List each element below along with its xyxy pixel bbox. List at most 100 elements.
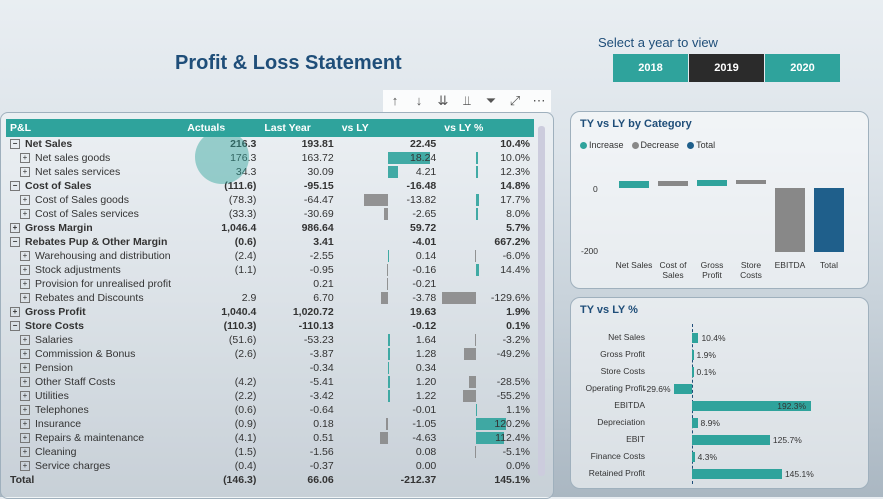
expand-icon[interactable]: + <box>20 377 30 388</box>
expand-icon[interactable]: + <box>20 363 30 374</box>
col-header-actuals[interactable]: Actuals <box>183 119 261 137</box>
expand-icon[interactable]: + <box>20 447 30 458</box>
table-row[interactable]: + Salaries (51.6) -53.23 1.64 -3.2% <box>6 333 534 347</box>
waterfall-bar[interactable] <box>697 180 727 187</box>
expand-icon[interactable]: + <box>20 265 30 276</box>
waterfall-bar[interactable] <box>658 181 688 187</box>
expand-icon[interactable]: + <box>20 167 30 178</box>
table-row[interactable]: + Gross Margin 1,046.4 986.64 59.72 5.7% <box>6 221 534 235</box>
waterfall-bar[interactable] <box>814 188 844 252</box>
table-row[interactable]: + Telephones (0.6) -0.64 -0.01 1.1% <box>6 403 534 417</box>
expand-icon[interactable]: + <box>20 433 30 444</box>
vs-ly-pct-databar <box>476 264 480 276</box>
expand-icon[interactable]: + <box>20 251 30 262</box>
table-row[interactable]: + Cost of Sales services (33.3) -30.69 -2.65… <box>6 207 534 221</box>
table-scrollbar[interactable] <box>538 126 545 476</box>
expand-icon[interactable]: + <box>20 153 30 164</box>
row-label: Cost of Sales <box>25 180 92 192</box>
expand-icon[interactable]: + <box>20 391 30 402</box>
table-row[interactable]: − Rebates Pup & Other Margin (0.6) 3.41 -4.0… <box>6 235 534 249</box>
pct-bar[interactable] <box>692 418 698 428</box>
table-row[interactable]: + Net sales services 34.3 30.09 4.21 12.3% <box>6 165 534 179</box>
focus-mode-icon[interactable]: ⤢ <box>509 93 521 108</box>
drill-up-icon[interactable]: ↑ <box>391 93 399 108</box>
vs-ly-cell: 0.00 <box>338 459 441 473</box>
expand-icon[interactable]: + <box>20 335 30 346</box>
table-row[interactable]: + Rebates and Discounts 2.9 6.70 -3.78 -129.6… <box>6 291 534 305</box>
table-row[interactable]: + Cost of Sales goods (78.3) -64.47 -13.82 17… <box>6 193 534 207</box>
table-row[interactable]: + Gross Profit 1,040.4 1,020.72 19.63 1.9% <box>6 305 534 319</box>
table-row[interactable]: + Insurance (0.9) 0.18 -1.05 120.2% <box>6 417 534 431</box>
pct-bar[interactable] <box>673 384 692 394</box>
pct-bar[interactable] <box>692 452 695 462</box>
expand-icon[interactable]: + <box>20 279 30 290</box>
table-row[interactable]: + Utilities (2.2) -3.42 1.22 -55.2% <box>6 389 534 403</box>
table-row[interactable]: + Provision for unrealised profit 0.21 -0.2… <box>6 277 534 291</box>
pl-matrix: P&L Actuals Last Year vs LY vs LY % − Net… <box>6 119 534 487</box>
col-header-last-year[interactable]: Last Year <box>260 119 338 137</box>
collapse-icon[interactable]: − <box>10 321 20 332</box>
table-row[interactable]: − Net Sales 216.3 193.81 22.45 10.4% <box>6 137 534 151</box>
cell-value: 5.7% <box>506 222 530 234</box>
actuals-cell: (2.4) <box>183 249 260 263</box>
cell-value: -1.05 <box>412 418 437 430</box>
expand-icon[interactable]: + <box>20 293 30 304</box>
table-row[interactable]: Total (146.3) 66.06 -212.37 145.1% <box>6 473 534 487</box>
vs-ly-pct-cell: 120.2% <box>440 417 534 431</box>
collapse-icon[interactable]: − <box>10 139 20 150</box>
table-row[interactable]: − Store Costs (110.3) -110.13 -0.12 0.1% <box>6 319 534 333</box>
cell-value: -129.6% <box>490 292 530 304</box>
row-label-cell: − Net Sales <box>6 137 183 151</box>
table-row[interactable]: − Cost of Sales (111.6) -95.15 -16.48 14.8% <box>6 179 534 193</box>
filter-icon[interactable]: ⏷ <box>485 93 497 108</box>
more-options-icon[interactable]: ⋯ <box>532 93 546 108</box>
col-header-vs-ly-pct[interactable]: vs LY % <box>440 119 534 137</box>
expand-icon[interactable]: + <box>20 209 30 220</box>
collapse-icon[interactable]: − <box>10 237 20 248</box>
pct-bar[interactable] <box>692 401 812 411</box>
col-header-vs-ly[interactable]: vs LY <box>337 119 441 137</box>
pct-bar[interactable] <box>692 367 694 377</box>
year-button-2019[interactable]: 2019 <box>689 54 764 82</box>
table-row[interactable]: + Cleaning (1.5) -1.56 0.08 -5.1% <box>6 445 534 459</box>
year-button-2018[interactable]: 2018 <box>613 54 688 82</box>
cell-value: 1,040.4 <box>221 306 257 318</box>
next-level-icon[interactable]: ⇊ <box>437 93 449 108</box>
expand-hierarchy-icon[interactable]: ⫫ <box>463 93 471 108</box>
table-row[interactable]: + Service charges (0.4) -0.37 0.00 0.0% <box>6 459 534 473</box>
waterfall-bar[interactable] <box>736 180 766 185</box>
col-header-pl[interactable]: P&L <box>6 119 184 137</box>
pct-bar[interactable] <box>692 333 699 343</box>
year-button-2020[interactable]: 2020 <box>765 54 840 82</box>
cell-value: 0.00 <box>415 460 437 472</box>
table-row[interactable]: + Net sales goods 176.3 163.72 18.24 10.0% <box>6 151 534 165</box>
vs-ly-cell: 1.22 <box>338 389 441 403</box>
cell-value: (110.3) <box>223 320 257 332</box>
table-row[interactable]: + Warehousing and distribution (2.4) -2.55 0… <box>6 249 534 263</box>
table-row[interactable]: + Pension -0.34 0.34 <box>6 361 534 375</box>
cell-value: -4.63 <box>412 432 437 444</box>
actuals-cell: (110.3) <box>183 319 260 333</box>
expand-icon[interactable]: + <box>20 195 30 206</box>
expand-icon[interactable]: + <box>20 349 30 360</box>
expand-icon[interactable]: + <box>20 405 30 416</box>
vs-ly-cell: -4.63 <box>338 431 441 445</box>
table-row[interactable]: + Commission & Bonus (2.6) -3.87 1.28 -49.2% <box>6 347 534 361</box>
expand-icon[interactable]: + <box>10 307 20 318</box>
pct-bar[interactable] <box>692 350 694 360</box>
table-row[interactable]: + Repairs & maintenance (4.1) 0.51 -4.63 112.… <box>6 431 534 445</box>
actuals-cell: 1,046.4 <box>183 221 260 235</box>
pct-bar[interactable] <box>692 469 782 479</box>
expand-icon[interactable]: + <box>10 223 20 234</box>
table-row[interactable]: + Stock adjustments (1.1) -0.95 -0.16 14.4% <box>6 263 534 277</box>
table-row[interactable]: + Other Staff Costs (4.2) -5.41 1.20 -28.5% <box>6 375 534 389</box>
drill-down-icon[interactable]: ↓ <box>415 93 423 108</box>
waterfall-bar[interactable] <box>619 181 649 188</box>
cell-value: -0.21 <box>412 278 437 290</box>
pct-bar[interactable] <box>692 435 770 445</box>
waterfall-bar[interactable] <box>775 188 805 252</box>
vs-ly-cell: -4.01 <box>338 235 441 249</box>
expand-icon[interactable]: + <box>20 419 30 430</box>
collapse-icon[interactable]: − <box>10 181 20 192</box>
expand-icon[interactable]: + <box>20 461 30 472</box>
